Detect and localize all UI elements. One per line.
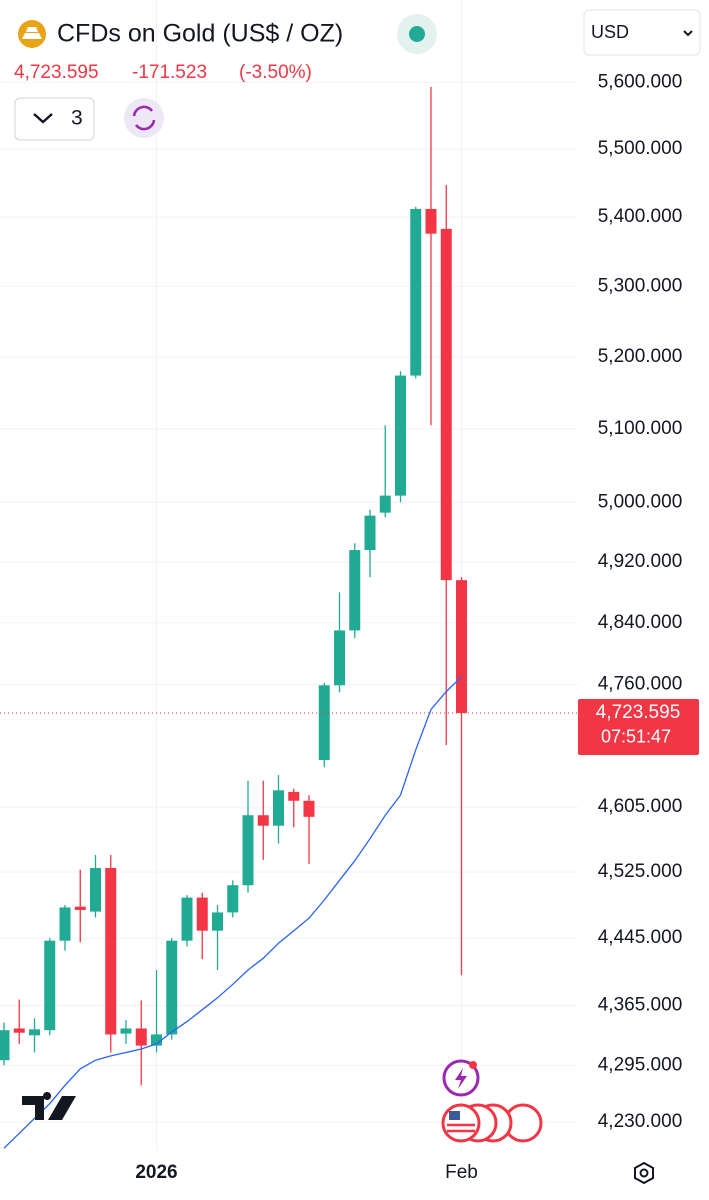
candle-body [288,791,300,801]
chart-title: CFDs on Gold (US$ / OZ) [57,20,343,48]
event-flags[interactable] [441,1103,543,1143]
y-tick-label: 4,365.000 [598,994,683,1015]
y-tick-label: 5,000.000 [598,491,683,512]
candle-body [135,1028,147,1046]
candle-body [29,1029,40,1036]
y-tick-label: 4,920.000 [598,551,683,572]
settings-center [639,1168,649,1178]
candle-body [0,1030,10,1061]
y-tick-label: 4,445.000 [598,927,683,948]
currency-chevron [683,30,693,37]
candle-body [90,868,101,912]
price-tag-label: 4,723.595 [596,702,681,723]
y-tick-label: 4,525.000 [598,861,683,882]
candle-body [44,940,56,1031]
candle-body [120,1028,132,1034]
candle-body [425,208,437,234]
moving-average [3,676,462,1149]
status-dot [409,26,425,42]
candle-body [13,1028,25,1033]
candle-body [166,940,178,1035]
x-tick-label: Feb [445,1162,478,1183]
candle-body [181,897,193,941]
candle-body [242,815,254,886]
candle-body [74,906,86,910]
settings-icon[interactable] [634,1161,654,1185]
candle-body [364,515,376,551]
refresh-icon [132,105,156,131]
candle-body [349,550,361,631]
header-price: 4,723.595 [14,62,99,83]
y-tick-label: 4,840.000 [598,612,683,633]
candle-body [227,885,239,913]
candle-body [212,912,223,931]
y-tick-label: 5,400.000 [598,206,683,227]
price-tag [578,698,699,755]
event-bolt [455,1068,467,1089]
header-change-pct: (-3.50%) [239,62,312,83]
candle-body [395,375,406,496]
candle-body [379,495,391,513]
y-tick-label: 5,300.000 [598,275,683,296]
y-tick-label: 5,500.000 [598,138,683,159]
y-tick-label: 5,100.000 [598,418,683,439]
candle-body [303,800,315,817]
price-tag-timer: 07:51:47 [601,727,671,747]
flag-canton [449,1111,460,1120]
y-tick-label: 5,200.000 [598,346,683,367]
flag [441,1103,481,1143]
candle-body [257,815,269,826]
candle-body [196,897,208,931]
y-tick-label: 4,760.000 [598,674,683,695]
gold-bars [22,27,42,39]
event-dot [469,1061,477,1069]
currency: USD [591,22,629,42]
y-tick-label: 4,295.000 [598,1054,683,1075]
refresh-button[interactable] [124,98,164,138]
chevron [33,113,53,124]
x-tick-label: 2026 [135,1162,177,1183]
candle-body [410,208,422,376]
interval-button[interactable] [14,97,95,141]
header-change: -171.523 [132,62,207,83]
candle-body [59,907,71,941]
candle-body [440,228,452,581]
y-tick-label: 5,600.000 [598,71,683,92]
candle-body [334,630,345,686]
flag-stripes [447,1123,475,1133]
y-tick-label: 4,605.000 [598,796,683,817]
candle-body [456,580,467,713]
candle-body [105,868,117,1035]
interval-value: 3 [71,107,83,130]
currency-button[interactable] [583,9,701,56]
tv-logo [22,1092,76,1120]
candle-body [151,1034,162,1046]
candle-body [318,685,330,761]
y-tick-label: 4,230.000 [598,1111,683,1132]
candle-body [273,790,284,826]
